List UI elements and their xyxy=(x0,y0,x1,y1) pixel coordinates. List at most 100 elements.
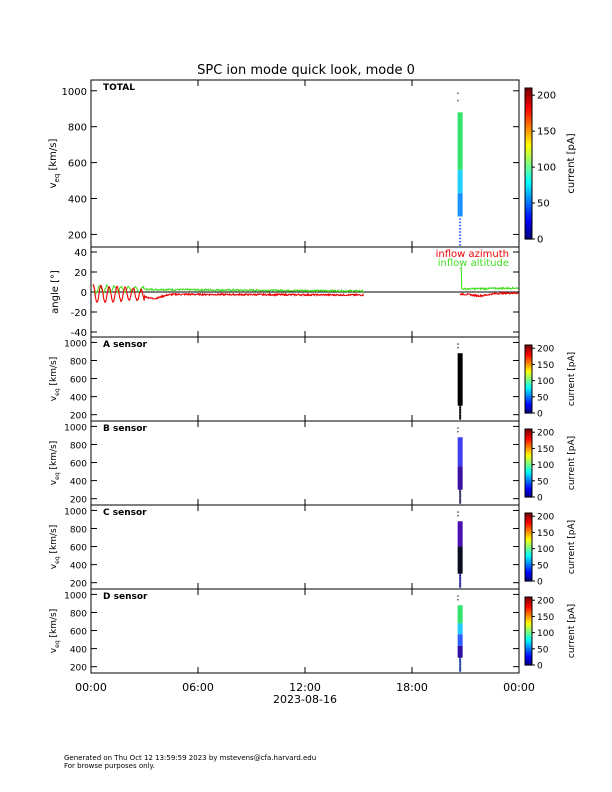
colorbar-cell xyxy=(525,628,532,631)
y-tick-label: 1000 xyxy=(64,591,87,601)
colorbar-cell xyxy=(525,571,532,574)
colorbar-cell xyxy=(525,478,532,481)
colorbar-cell xyxy=(525,494,532,497)
colorbar-cell xyxy=(525,457,532,460)
colorbar-cell xyxy=(525,158,532,162)
colorbar-cell xyxy=(525,629,532,632)
panel-d-sensor: 200 400 600 800 1000 D sensor veq [km/s] 0 50 100… xyxy=(49,588,577,674)
colorbar-cell xyxy=(525,435,532,438)
y-axis-label: veq [km/s] xyxy=(49,525,61,569)
colorbar-cell xyxy=(525,452,532,455)
colorbar-cell xyxy=(525,191,532,195)
panel-total: 200 400 600 800 1000 TOTAL veq [km/s] 0 50 100 150… xyxy=(48,79,577,248)
panel-frame xyxy=(90,336,520,422)
panel-frame xyxy=(90,79,520,248)
colorbar-cell xyxy=(525,469,532,472)
colorbar-cell xyxy=(525,381,532,383)
colorbar-cell xyxy=(525,634,532,637)
colorbar-label: current [pA] xyxy=(566,133,577,193)
colorbar-cell xyxy=(525,534,532,537)
y-tick-label: 40 xyxy=(74,248,87,259)
colorbar-cell xyxy=(525,128,532,132)
colorbar-cell xyxy=(525,405,532,407)
colorbar-cell xyxy=(525,442,532,445)
colorbar-cell xyxy=(525,614,532,616)
colorbar-cell xyxy=(525,402,532,405)
colorbar-cell xyxy=(525,564,532,566)
colorbar-cell xyxy=(525,559,532,562)
colorbar-cell xyxy=(525,527,532,530)
data-dot xyxy=(459,584,462,587)
colorbar-cell xyxy=(525,362,532,364)
data-dot xyxy=(459,489,462,491)
y-tick-label: 800 xyxy=(68,123,87,134)
colorbar-cell xyxy=(525,451,532,454)
colorbar-cell xyxy=(525,597,532,599)
colorbar-cell xyxy=(525,611,532,614)
data-dot xyxy=(459,234,462,237)
colorbar-cell xyxy=(525,431,532,433)
colorbar-cell xyxy=(525,143,532,147)
colorbar-cell xyxy=(525,399,532,402)
panel-label: B sensor xyxy=(103,424,147,434)
colorbar-cell xyxy=(525,603,532,606)
colorbar-cell xyxy=(525,480,532,482)
data-dot xyxy=(459,237,462,240)
colorbar-cell xyxy=(525,606,532,608)
panel-a-sensor: 200 400 600 800 1000 A sensor veq [km/s] 0 50 100… xyxy=(49,336,577,422)
colorbar-cell xyxy=(525,358,532,361)
colorbar-cell xyxy=(525,236,532,240)
y-tick-label: 600 xyxy=(70,544,87,554)
colorbar-cell xyxy=(525,433,532,436)
colorbar-cell xyxy=(525,532,532,534)
colorbar-cell xyxy=(525,363,532,365)
series-line-inflow-azimuth xyxy=(92,283,365,304)
colorbar-cell xyxy=(525,173,532,177)
colorbar-cell xyxy=(525,552,532,555)
colorbar-cell xyxy=(525,484,532,487)
y-tick-label: 800 xyxy=(70,525,87,535)
colorbar-cell xyxy=(525,357,532,360)
colorbar-cell xyxy=(525,453,532,456)
data-dot xyxy=(459,418,462,420)
colorbar-cell xyxy=(525,533,532,536)
colorbar-cell xyxy=(525,203,532,207)
y-tick-label: 200 xyxy=(68,230,87,241)
data-dot xyxy=(459,581,462,583)
x-axis-date: 2023-08-16 xyxy=(273,693,337,706)
colorbar-cell xyxy=(525,483,532,486)
data-dot xyxy=(457,598,459,601)
colorbar-cell xyxy=(525,198,532,202)
colorbar-cell xyxy=(525,221,532,225)
colorbar-cell xyxy=(525,356,532,359)
panel-label: TOTAL xyxy=(103,83,135,93)
colorbar-cell xyxy=(525,231,532,235)
data-dot xyxy=(459,405,462,407)
colorbar-cell xyxy=(525,556,532,558)
y-tick-label: 0 xyxy=(81,288,87,299)
colorbar-cell xyxy=(525,391,532,394)
colorbar-label: current [pA] xyxy=(567,352,577,406)
data-dot xyxy=(459,660,462,662)
y-axis-label-sub: eq xyxy=(54,556,61,564)
colorbar-cell xyxy=(525,610,532,613)
colorbar-cell xyxy=(525,599,532,601)
colorbar-cell xyxy=(525,368,532,371)
colorbar-tick-label: 0 xyxy=(537,578,543,588)
y-tick-label: 400 xyxy=(68,195,87,206)
data-dot xyxy=(459,413,462,415)
colorbar-cell xyxy=(525,643,532,646)
data-dot xyxy=(459,411,462,414)
colorbar-cell xyxy=(525,601,532,604)
colorbar-cell xyxy=(525,349,532,352)
colorbar-cell xyxy=(525,456,532,458)
y-tick-label: 1000 xyxy=(64,423,87,433)
colorbar-cell xyxy=(525,530,532,532)
colorbar-cell xyxy=(525,569,532,572)
colorbar-cell xyxy=(525,551,532,554)
colorbar-cell xyxy=(525,640,532,642)
colorbar-cell xyxy=(525,188,532,192)
colorbar-cell xyxy=(525,518,532,521)
colorbar-tick-label: 0 xyxy=(537,662,543,672)
